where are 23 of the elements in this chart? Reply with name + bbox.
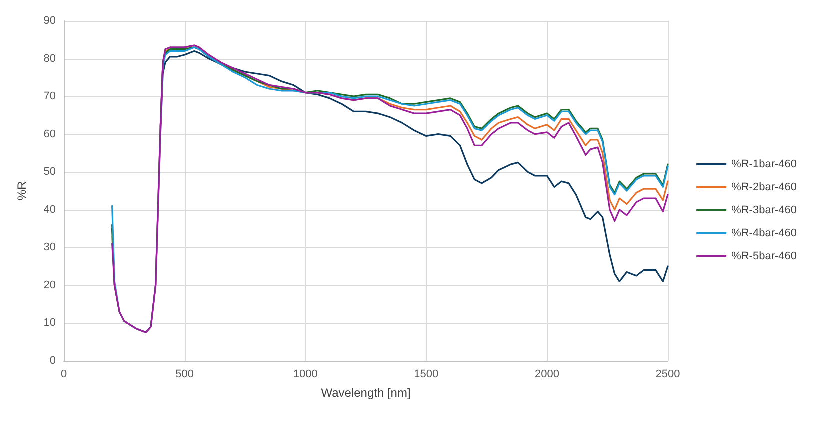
y-tick-label: 40	[44, 204, 56, 216]
legend-label: %R-3bar-460	[732, 204, 797, 216]
x-tick-label: 0	[60, 368, 68, 380]
x-tick-label: 1000	[293, 368, 318, 380]
y-tick-label: 50	[44, 166, 56, 178]
y-tick-label: 90	[44, 15, 56, 27]
y-tick-label: 20	[44, 279, 56, 292]
x-tick-label: 2000	[534, 368, 560, 380]
y-tick-label: 0	[50, 355, 56, 367]
x-tick-label: 2500	[656, 368, 680, 380]
y-tick-label: 30	[44, 242, 56, 254]
x-tick-label: 500	[176, 368, 194, 380]
legend-label: %R-1bar-460	[732, 158, 797, 170]
x-axis-title: Wavelength [nm]	[321, 386, 411, 400]
legend-label: %R-4bar-460	[732, 228, 797, 240]
y-tick-label: 60	[44, 128, 56, 140]
legend-label: %R-5bar-460	[732, 250, 797, 262]
legend-label: %R-2bar-460	[732, 182, 797, 194]
y-tick-label: 10	[44, 317, 56, 330]
y-tick-label: 70	[44, 90, 56, 103]
y-tick-label: 80	[44, 52, 56, 65]
x-tick-label: 1500	[414, 368, 439, 380]
y-axis-title: %R	[15, 181, 29, 201]
